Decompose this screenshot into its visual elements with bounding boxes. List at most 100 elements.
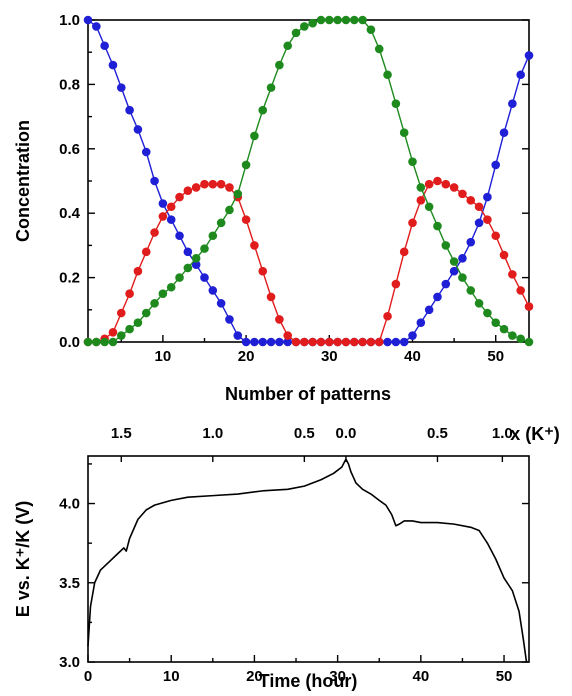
concentration-data-point [150,228,159,237]
concentration-data-point [491,231,501,241]
concentration-data-point [141,308,151,318]
concentration-x-tick-label: 10 [155,348,172,365]
concentration-data-point [166,215,176,224]
concentration-y-tick-label: 0.2 [59,270,80,287]
concentration-data-point [275,60,284,70]
concentration-data-point [133,125,143,134]
voltage-x-tick-label: 30 [329,668,346,685]
concentration-data-point [225,183,234,192]
concentration-data-point [483,215,492,224]
top-axis-tick-label: 0.0 [336,425,357,442]
concentration-data-point [158,289,168,299]
concentration-data-point [283,337,292,347]
concentration-data-point [325,15,334,25]
concentration-data-point [383,337,392,347]
concentration-data-point [216,299,226,308]
concentration-y-tick-label: 0.0 [59,334,80,351]
concentration-data-point [191,183,201,192]
concentration-chart: 10 20 30 40 50 0.0 0.2 0.4 0.6 0.8 1.0 Number of p… [13,12,534,404]
concentration-data-point [416,318,426,327]
concentration-data-point [508,270,517,279]
concentration-data-point [499,324,509,334]
concentration-y-tick-label: 0.6 [59,141,80,158]
concentration-data-point [166,282,176,292]
concentration-data-point [499,128,509,137]
concentration-data-point [325,337,334,347]
concentration-data-point [316,15,326,25]
concentration-data-point [474,202,484,212]
concentration-data-point [233,189,243,199]
concentration-data-point [333,337,342,347]
concentration-data-point [449,257,459,266]
concentration-data-point [133,266,143,276]
concentration-data-point [150,299,159,308]
concentration-data-point [499,250,509,260]
concentration-data-point [441,279,451,289]
concentration-data-point [83,15,93,25]
concentration-data-point [466,237,476,247]
concentration-data-point [458,273,467,282]
concentration-data-point [175,273,184,282]
concentration-data-point [291,337,301,347]
concentration-data-point [233,331,243,340]
concentration-data-point [283,331,292,340]
concentration-data-point [191,260,201,270]
concentration-data-point [433,292,442,302]
concentration-data-point [258,266,268,276]
concentration-data-point [458,253,467,263]
concentration-data-point [141,247,151,257]
concentration-data-point [241,337,251,347]
concentration-data-point [250,241,259,250]
concentration-data-point [125,324,134,334]
concentration-data-point [433,221,442,231]
concentration-data-point [508,331,517,340]
concentration-data-point [408,218,417,228]
concentration-data-point [408,157,417,166]
top-axis-title: x (K⁺) [510,424,560,444]
concentration-data-point [150,176,159,186]
concentration-data-point [349,15,359,25]
concentration-data-point [216,218,226,228]
concentration-data-point [399,337,409,347]
concentration-data-point [524,51,534,60]
concentration-data-point [316,337,326,347]
concentration-y-tick-label: 1.0 [59,12,80,29]
concentration-data-point [391,99,401,109]
concentration-data-point [491,318,501,327]
concentration-data-point [92,337,101,347]
voltage-y-tick-label: 3.0 [59,654,80,671]
voltage-x-tick-label: 0 [84,668,92,685]
concentration-data-point [175,231,184,241]
concentration-data-point [374,337,384,347]
concentration-data-point [333,15,342,25]
concentration-data-point [508,99,517,109]
voltage-x-tick-label: 40 [412,668,429,685]
concentration-data-point [358,337,367,347]
concentration-data-point [258,105,268,115]
concentration-data-point [266,337,276,347]
concentration-data-point [216,179,226,189]
concentration-x-tick-label: 30 [321,348,338,365]
concentration-data-point [108,337,118,347]
concentration-x-tick-label: 40 [404,348,421,365]
voltage-x-tick-label: 20 [246,668,263,685]
top-axis-tick-label: 0.5 [427,425,448,442]
voltage-y-tick-label: 4.0 [59,496,80,513]
top-axis-tick-label: 0.5 [294,425,315,442]
concentration-data-point [424,202,434,212]
concentration-data-point [125,105,134,115]
concentration-data-point [200,244,209,253]
concentration-data-point [225,315,234,324]
concentration-data-point [225,205,234,215]
top-axis-tick-label: 1.0 [492,425,513,442]
concentration-data-point [474,299,484,308]
concentration-data-point [399,128,409,137]
concentration-data-point [424,305,434,315]
voltage-x-tick-label: 10 [163,668,180,685]
concentration-data-point [391,279,401,289]
voltage-plot-frame [87,455,530,663]
concentration-data-point [183,186,193,195]
concentration-data-point [483,308,492,318]
concentration-x-axis-title: Number of patterns [225,384,391,404]
